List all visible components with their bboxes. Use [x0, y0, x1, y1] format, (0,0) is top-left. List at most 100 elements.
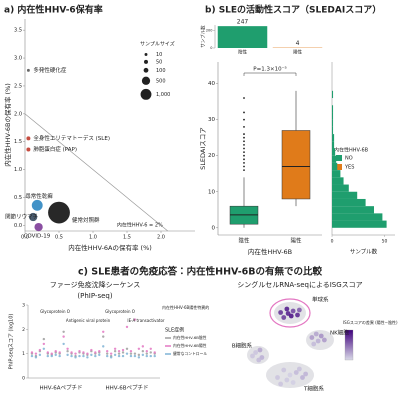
x-tick-label: 陽性 — [290, 237, 302, 245]
reference-line — [24, 113, 169, 232]
x-tick-label: 2.0 — [157, 235, 165, 241]
histogram-bar — [332, 213, 383, 221]
panel-title: a) 内在性HHV-6保有率 — [4, 4, 103, 16]
cell-point — [253, 350, 259, 355]
cell-point — [318, 333, 324, 339]
legend-title: SLE症例 — [165, 327, 184, 334]
peptide-point — [125, 325, 129, 329]
peptide-point — [38, 348, 42, 352]
outlier — [243, 133, 245, 135]
size-legend-mark — [143, 67, 149, 73]
peptide-point — [70, 351, 73, 354]
peak-annotation: Glycoprotein O — [105, 309, 135, 314]
peptide-point — [42, 342, 46, 346]
legend-swatch — [336, 155, 342, 161]
peptide-point — [30, 354, 34, 358]
x-axis-label: サンプル数 — [350, 248, 378, 256]
peptide-point — [46, 354, 49, 358]
cell-point — [278, 381, 284, 387]
peptide-point — [113, 353, 117, 357]
bar — [217, 26, 268, 48]
y-tick-label: 0 — [210, 46, 212, 50]
outlier — [243, 165, 245, 168]
peptide-point — [137, 353, 141, 357]
outlier — [243, 143, 245, 146]
peptide-point — [90, 348, 93, 352]
cell-point — [250, 353, 255, 359]
region-label: HHV-6Bペプチド — [106, 385, 149, 392]
y-tick-label: 3.5 — [14, 28, 22, 34]
peptide-point — [133, 354, 137, 358]
peptide-point — [125, 347, 129, 350]
bubble — [31, 199, 43, 211]
histogram-bar — [332, 191, 358, 199]
peptide-point — [58, 354, 61, 358]
size-legend-label: 500 — [156, 78, 166, 84]
cell-point — [303, 371, 309, 377]
histogram-bar — [332, 206, 374, 214]
histogram-bar — [332, 90, 334, 99]
peak-annotation: Glycoprotein O — [40, 309, 70, 314]
peptide-point — [141, 353, 145, 357]
bubble — [34, 222, 43, 232]
peptide-point — [117, 352, 121, 355]
peptide-point — [121, 351, 125, 354]
cell-point — [296, 307, 302, 313]
y-tick-label: 3.0 — [14, 56, 22, 62]
peptide-point — [42, 347, 46, 350]
histogram-bar — [332, 134, 335, 142]
peak-annotation: IE-A transactivator — [127, 318, 165, 323]
histogram-bar — [332, 162, 338, 171]
histogram-bar — [332, 220, 387, 228]
y-tick-label: 1.0 — [14, 167, 22, 173]
peptide-point — [82, 351, 85, 354]
cell-point — [285, 311, 291, 316]
size-legend-label: 100 — [156, 68, 166, 74]
x-tick-label: 50 — [382, 239, 388, 245]
point-label: 尋常性乾癬 — [25, 192, 53, 200]
peptide-point — [106, 350, 109, 353]
size-legend-mark — [141, 76, 151, 85]
cluster-label: NK細胞 — [330, 329, 349, 337]
point-label: 多発性硬化症 — [33, 66, 67, 74]
size-legend-label: 1,000 — [156, 92, 170, 98]
x-tick-label: 1.0 — [89, 235, 97, 241]
peptide-point — [149, 351, 152, 354]
cell-point — [309, 335, 315, 340]
histogram-bar — [332, 184, 349, 192]
cell-point — [256, 357, 262, 363]
peptide-point — [121, 354, 125, 358]
outlier — [243, 136, 245, 139]
peptide-point — [78, 350, 81, 353]
outlier — [243, 147, 245, 150]
peptide-point — [153, 354, 156, 358]
cell-point — [275, 375, 280, 380]
y-tick-label: 2 — [22, 327, 25, 333]
cell-point — [321, 337, 327, 343]
histogram-bar — [332, 126, 334, 135]
peptide-point — [50, 352, 53, 355]
peptide-point — [149, 354, 152, 358]
p-value: P=1.3×10⁻⁵ — [253, 66, 286, 73]
colorbar — [344, 329, 354, 361]
peptide-point — [109, 356, 113, 359]
peptide-point — [102, 335, 105, 338]
peptide-point — [82, 354, 85, 358]
colorbar-title: ISGスコアの差異 (陽性−陰性) — [343, 319, 398, 325]
peptide-point — [66, 347, 69, 350]
bubble — [29, 212, 38, 222]
outlier — [243, 118, 245, 121]
peptide-point — [98, 353, 101, 357]
y-tick-label: 3 — [22, 303, 25, 309]
histogram-bar — [332, 148, 336, 156]
x-tick-label: 陽性 — [293, 49, 302, 56]
x-tick-label: 陰性 — [238, 49, 247, 56]
cell-point — [315, 338, 321, 344]
size-legend-mark — [140, 88, 152, 100]
outlier — [243, 97, 245, 99]
y-axis-label: サンプル数 — [200, 25, 207, 48]
cell-point — [278, 310, 284, 315]
peptide-point — [66, 350, 69, 353]
y-tick-label: 0.0 — [14, 223, 22, 229]
peptide-point — [50, 354, 53, 358]
